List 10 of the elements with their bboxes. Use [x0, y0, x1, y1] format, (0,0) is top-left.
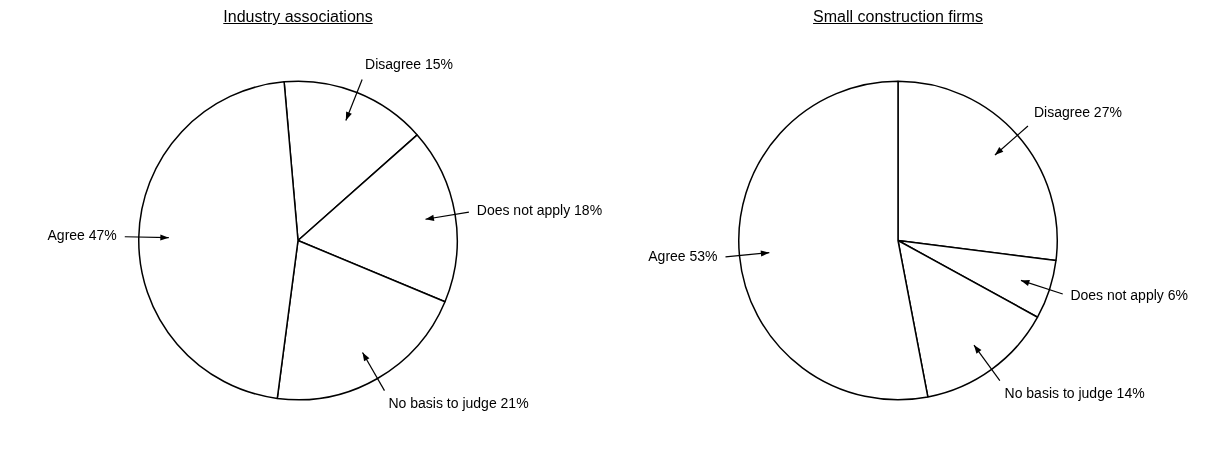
chart-title: Small construction firms	[812, 8, 984, 27]
slice-label: Agree 53%	[648, 248, 718, 265]
slice-label: No basis to judge 21%	[388, 395, 529, 412]
slice-label: Disagree 27%	[1033, 104, 1122, 121]
slice-label: Agree 47%	[47, 227, 117, 244]
slice-label: Disagree 15%	[365, 55, 454, 72]
slice-label: Does not apply 6%	[1070, 287, 1188, 304]
slice-label: Does not apply 18%	[476, 201, 603, 218]
chart-title: Industry associations	[222, 8, 374, 27]
slice-label: No basis to judge 14%	[1004, 384, 1145, 401]
